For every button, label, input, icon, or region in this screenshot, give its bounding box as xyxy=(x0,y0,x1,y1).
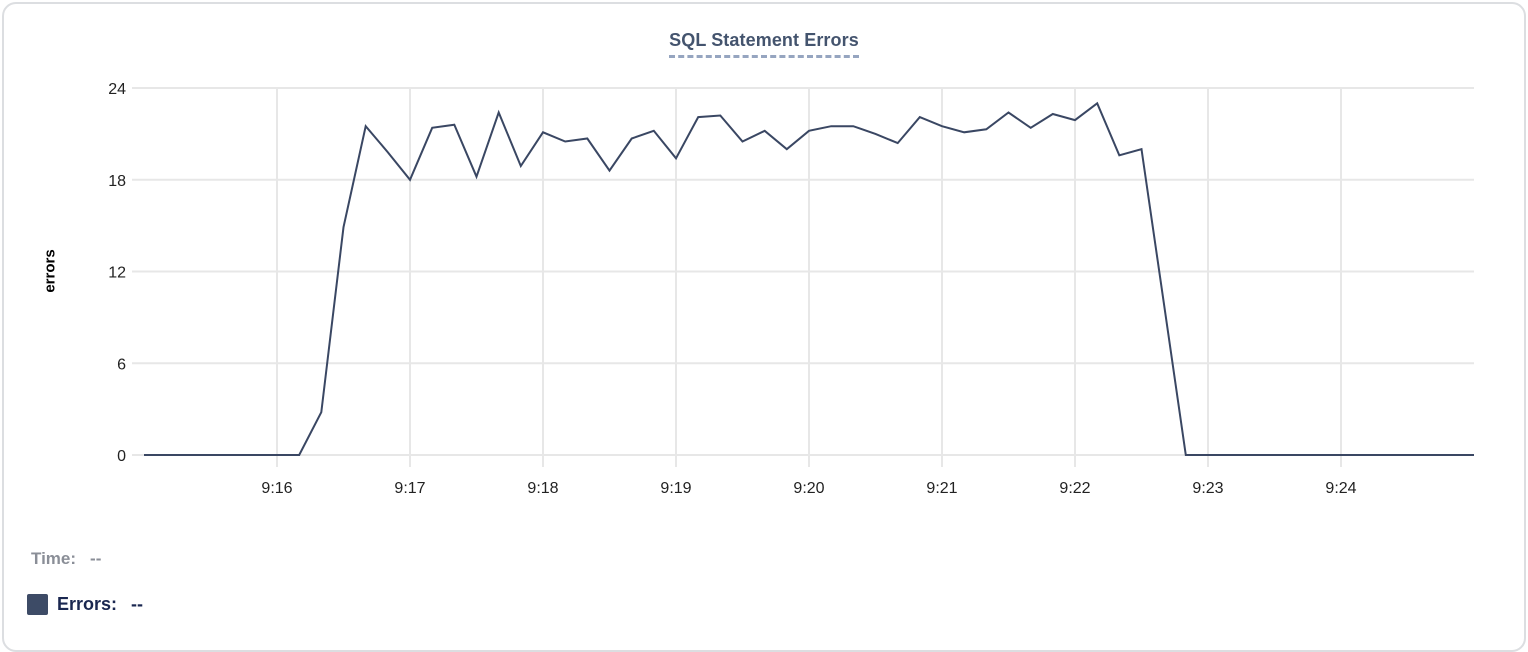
x-tick-label: 9:18 xyxy=(527,480,558,497)
chart-title[interactable]: SQL Statement Errors xyxy=(669,30,859,58)
y-tick-label: 6 xyxy=(117,356,126,373)
legend-errors-value: -- xyxy=(131,594,144,614)
x-tick-label: 9:19 xyxy=(660,480,691,497)
chart-title-wrap: SQL Statement Errors xyxy=(4,30,1524,58)
errors-line xyxy=(144,101,1474,456)
legend-time-row: Time: -- xyxy=(31,549,101,569)
y-tick-label: 12 xyxy=(108,265,126,282)
x-tick-label: 9:22 xyxy=(1059,480,1090,497)
errors-chart: 0 6 12 18 24 9:16 9:17 9:18 9:19 9:20 9:21 9:22 9:23… xyxy=(108,81,1474,497)
y-tick-label: 18 xyxy=(108,173,126,190)
errors-series-swatch-icon xyxy=(27,594,48,615)
y-tick-label: 24 xyxy=(108,81,126,98)
legend-time-label: Time: xyxy=(31,549,77,568)
legend-errors-label: Errors: xyxy=(57,594,118,614)
legend-errors-row: Errors: -- xyxy=(27,594,143,615)
x-tick-label: 9:23 xyxy=(1192,480,1223,497)
y-tick-label: 0 xyxy=(117,448,126,465)
x-tick-label: 9:16 xyxy=(261,480,292,497)
x-tick-label: 9:24 xyxy=(1325,480,1356,497)
x-tick-label: 9:17 xyxy=(394,480,425,497)
y-axis-title: errors xyxy=(41,249,59,293)
x-tick-label: 9:21 xyxy=(926,480,957,497)
legend-time-value: -- xyxy=(90,549,102,568)
x-tick-label: 9:20 xyxy=(793,480,824,497)
